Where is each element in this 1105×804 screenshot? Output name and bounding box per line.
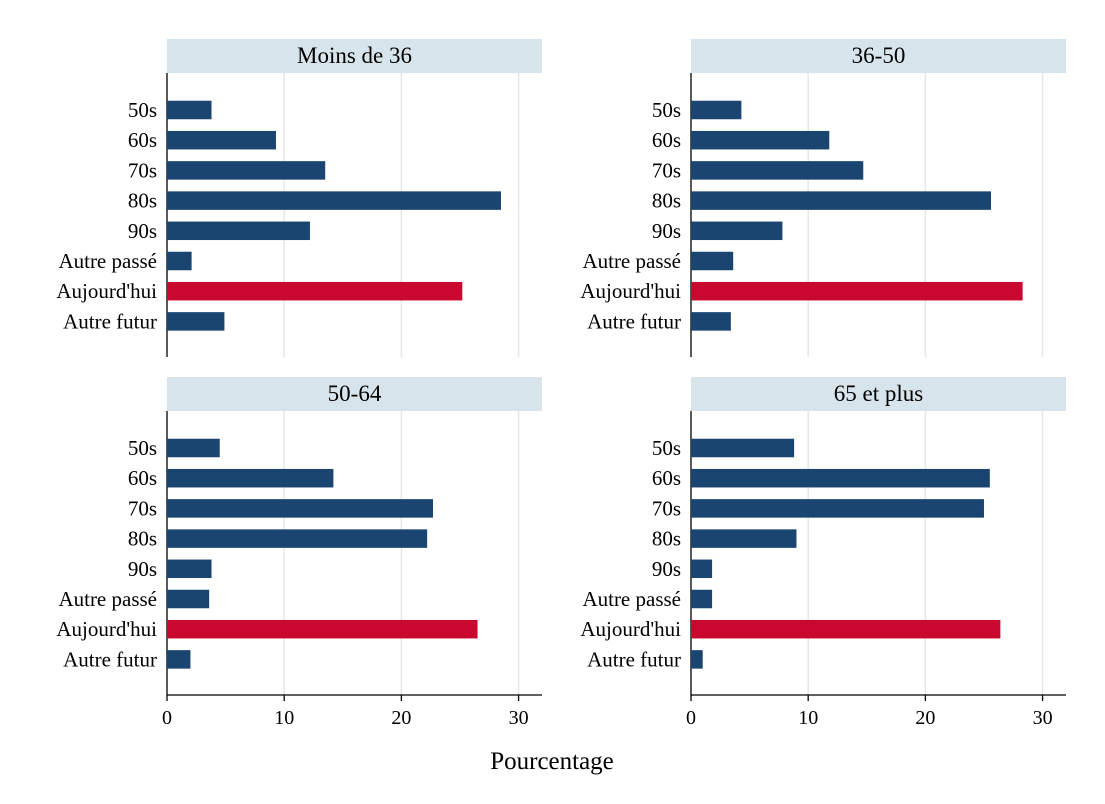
category-label: 80s: [652, 189, 681, 213]
bar-autre-pass: [691, 589, 713, 609]
panel-strip: [691, 377, 1066, 411]
bar-aujourd-hui: [167, 281, 463, 301]
category-label: Autre futur: [63, 309, 157, 333]
bar-90s: [167, 221, 310, 241]
bar-autre-futur: [167, 312, 225, 331]
category-label: Aujourd'hui: [580, 279, 681, 303]
panel-strip: [167, 39, 542, 73]
category-label: 70s: [652, 158, 681, 182]
bar-autre-pass: [167, 251, 192, 271]
panel-strip: [691, 39, 1066, 73]
panel-title: 65 et plus: [834, 381, 923, 406]
bar-autre-futur: [691, 312, 731, 331]
panel-36-50: 36-50 50s 60s 70s 80s 90s Autre passé Aujourd'h…: [580, 39, 1066, 357]
x-tick-label: 0: [686, 707, 696, 729]
category-label: 50s: [652, 98, 681, 122]
panel-moins-de-36: Moins de 36 50s 60s 70s 80s 90s Autre passé Auj…: [56, 39, 542, 357]
x-tick-label: 20: [915, 707, 935, 729]
x-tick-label: 30: [1033, 707, 1053, 729]
panel-title: Moins de 36: [297, 43, 412, 68]
bar-80s: [167, 529, 428, 548]
bar-70s: [167, 161, 326, 180]
category-label: Aujourd'hui: [56, 279, 157, 303]
bar-70s: [167, 499, 434, 518]
x-tick-label: 20: [391, 707, 411, 729]
x-axis-title: Pourcentage: [490, 748, 614, 775]
bar-90s: [691, 221, 783, 241]
category-label: 70s: [128, 496, 157, 520]
category-label: 60s: [128, 128, 157, 152]
bar-90s: [167, 559, 212, 579]
category-label: 90s: [128, 219, 157, 243]
bar-50s: [691, 100, 742, 120]
category-label: 80s: [128, 527, 157, 551]
panel-title: 36-50: [852, 43, 906, 68]
panels-layer: Moins de 36 50s 60s 70s 80s 90s Autre passé Auj…: [56, 39, 1066, 729]
bar-70s: [691, 161, 864, 180]
category-label: 60s: [652, 466, 681, 490]
x-tick-label: 10: [274, 707, 294, 729]
category-label: Autre passé: [582, 587, 681, 611]
category-label: 90s: [652, 219, 681, 243]
bar-80s: [167, 191, 501, 210]
bar-autre-futur: [691, 650, 703, 669]
category-label: Autre futur: [63, 647, 157, 671]
bar-50s: [691, 438, 795, 458]
x-tick-label: 0: [162, 707, 172, 729]
bar-60s: [167, 468, 334, 488]
category-label: 50s: [128, 436, 157, 460]
bar-60s: [691, 130, 830, 150]
bar-autre-pass: [691, 251, 734, 271]
bar-autre-pass: [167, 589, 210, 609]
category-label: 80s: [652, 527, 681, 551]
category-label: 60s: [128, 466, 157, 490]
category-label: Autre passé: [58, 587, 157, 611]
bar-70s: [691, 499, 984, 518]
panel-title: 50-64: [328, 381, 382, 406]
category-label: Aujourd'hui: [580, 617, 681, 641]
x-tick-label: 10: [798, 707, 818, 729]
category-label: 70s: [652, 496, 681, 520]
bar-aujourd-hui: [691, 619, 1001, 639]
bar-90s: [691, 559, 713, 579]
panel-strip: [167, 377, 542, 411]
bar-50s: [167, 438, 220, 458]
panel-65-et-plus: 65 et plus 50s 60s 70s 80s 90s Autre passé Aujo…: [580, 377, 1066, 729]
category-label: 90s: [652, 557, 681, 581]
category-label: 90s: [128, 557, 157, 581]
category-label: 80s: [128, 189, 157, 213]
category-label: 50s: [652, 436, 681, 460]
bar-50s: [167, 100, 212, 120]
x-tick-label: 30: [509, 707, 529, 729]
category-label: 60s: [652, 128, 681, 152]
bar-80s: [691, 529, 797, 548]
category-label: Autre futur: [587, 309, 681, 333]
bar-80s: [691, 191, 991, 210]
category-label: Autre passé: [582, 249, 681, 273]
bar-autre-futur: [167, 650, 191, 669]
category-label: Autre futur: [587, 647, 681, 671]
bar-60s: [167, 130, 276, 150]
bar-aujourd-hui: [691, 281, 1023, 301]
category-label: 70s: [128, 158, 157, 182]
category-label: Aujourd'hui: [56, 617, 157, 641]
category-label: Autre passé: [58, 249, 157, 273]
panel-50-64: 50-64 50s 60s 70s 80s 90s Autre passé Aujourd'h…: [56, 377, 542, 729]
category-label: 50s: [128, 98, 157, 122]
bar-aujourd-hui: [167, 619, 478, 639]
bar-60s: [691, 468, 990, 488]
